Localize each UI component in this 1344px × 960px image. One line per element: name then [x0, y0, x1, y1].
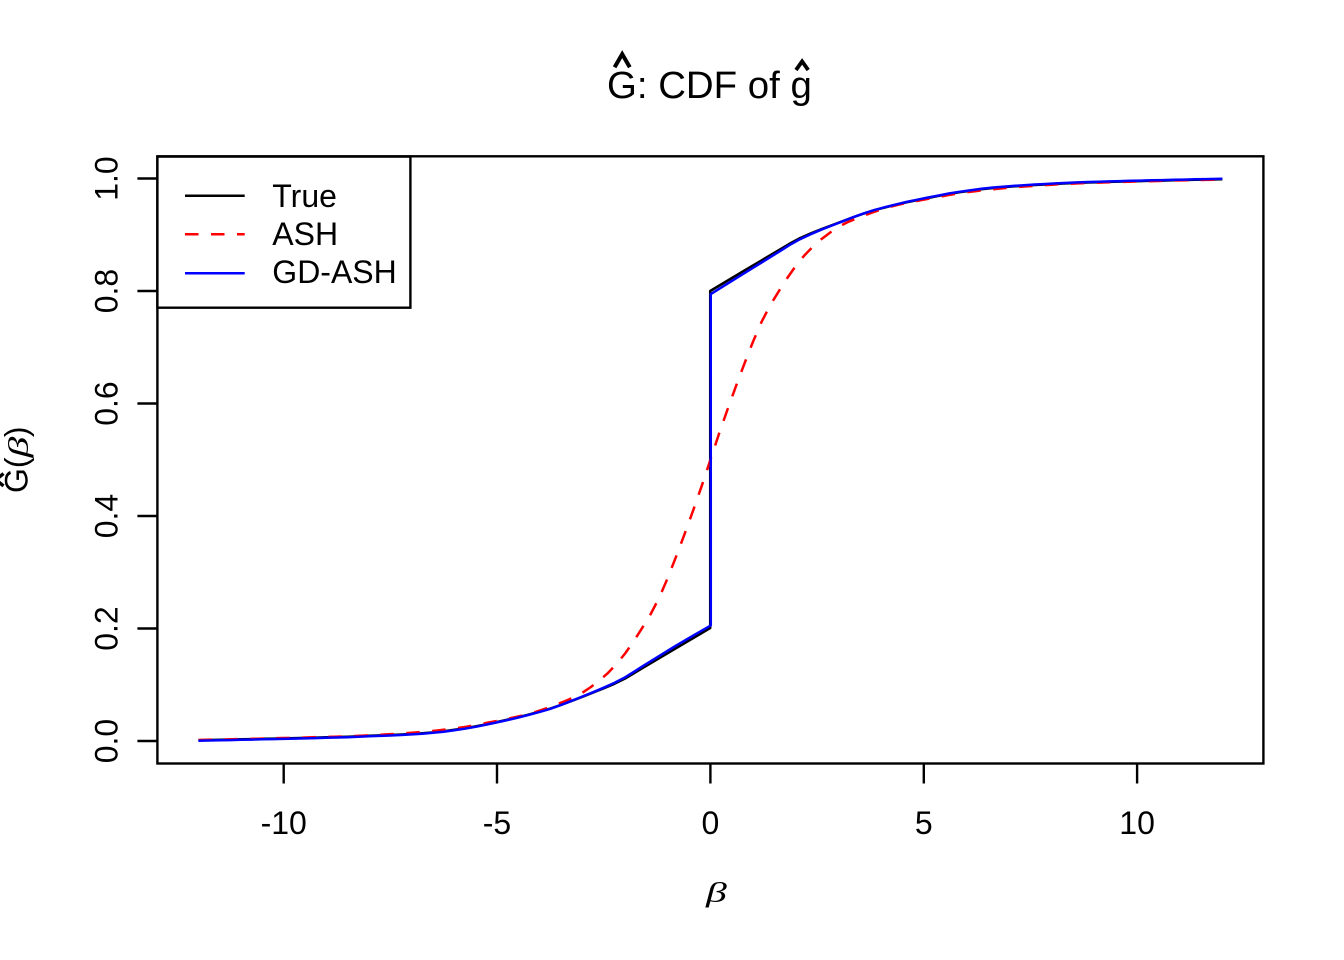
svg-text:0.0: 0.0 — [89, 719, 125, 763]
svg-text:0.4: 0.4 — [89, 494, 125, 538]
svg-text:0.6: 0.6 — [89, 381, 125, 425]
svg-text:0: 0 — [702, 805, 720, 841]
svg-text:1.0: 1.0 — [89, 156, 125, 200]
svg-text:): ) — [0, 426, 35, 437]
svg-text:0.8: 0.8 — [89, 269, 125, 313]
svg-text:G: CDF of g: G: CDF of g — [607, 64, 812, 107]
svg-text:β: β — [2, 436, 33, 458]
svg-text:0.2: 0.2 — [89, 606, 125, 650]
svg-text:G(: G( — [0, 457, 35, 493]
svg-text:GD-ASH: GD-ASH — [272, 254, 396, 290]
svg-text:10: 10 — [1119, 805, 1155, 841]
svg-text:-5: -5 — [483, 805, 511, 841]
svg-text:-10: -10 — [261, 805, 307, 841]
svg-text:β: β — [705, 876, 727, 907]
svg-text:True: True — [272, 178, 337, 214]
svg-text:5: 5 — [915, 805, 933, 841]
svg-text:ASH: ASH — [272, 216, 338, 252]
